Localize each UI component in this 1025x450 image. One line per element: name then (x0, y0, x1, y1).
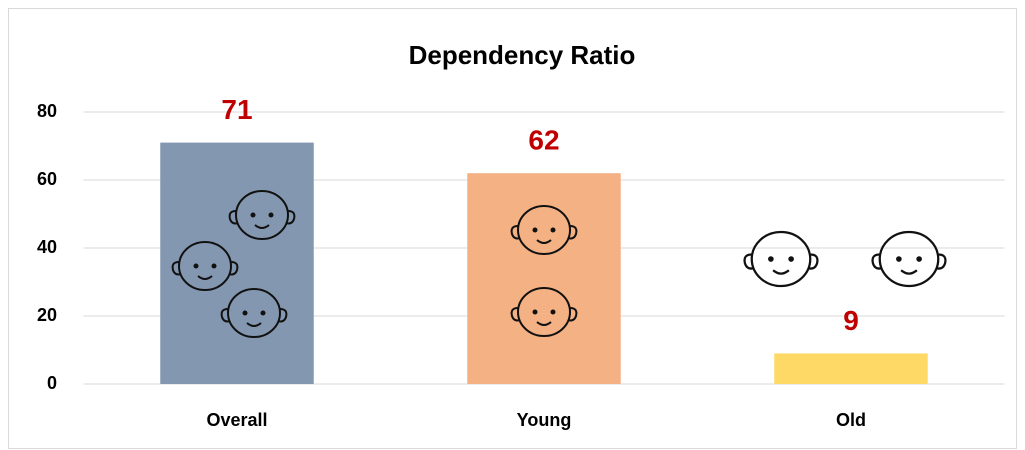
bar (467, 173, 621, 384)
plot-area: 0 20 40 60 80 Overall 71 Young 62 Old 9 (37, 94, 1005, 430)
data-label: 9 (843, 305, 859, 336)
y-tick-label: 80 (37, 101, 57, 121)
data-label: 71 (221, 94, 252, 125)
bar (774, 353, 928, 384)
y-tick-label: 0 (47, 373, 57, 393)
x-tick-label: Overall (206, 410, 267, 430)
x-tick-label: Young (517, 410, 572, 430)
data-label: 62 (528, 125, 559, 156)
y-tick-label: 40 (37, 237, 57, 257)
y-tick-label: 20 (37, 305, 57, 325)
y-tick-label: 60 (37, 169, 57, 189)
chart-title: Dependency Ratio (409, 40, 636, 70)
x-tick-label: Old (836, 410, 866, 430)
